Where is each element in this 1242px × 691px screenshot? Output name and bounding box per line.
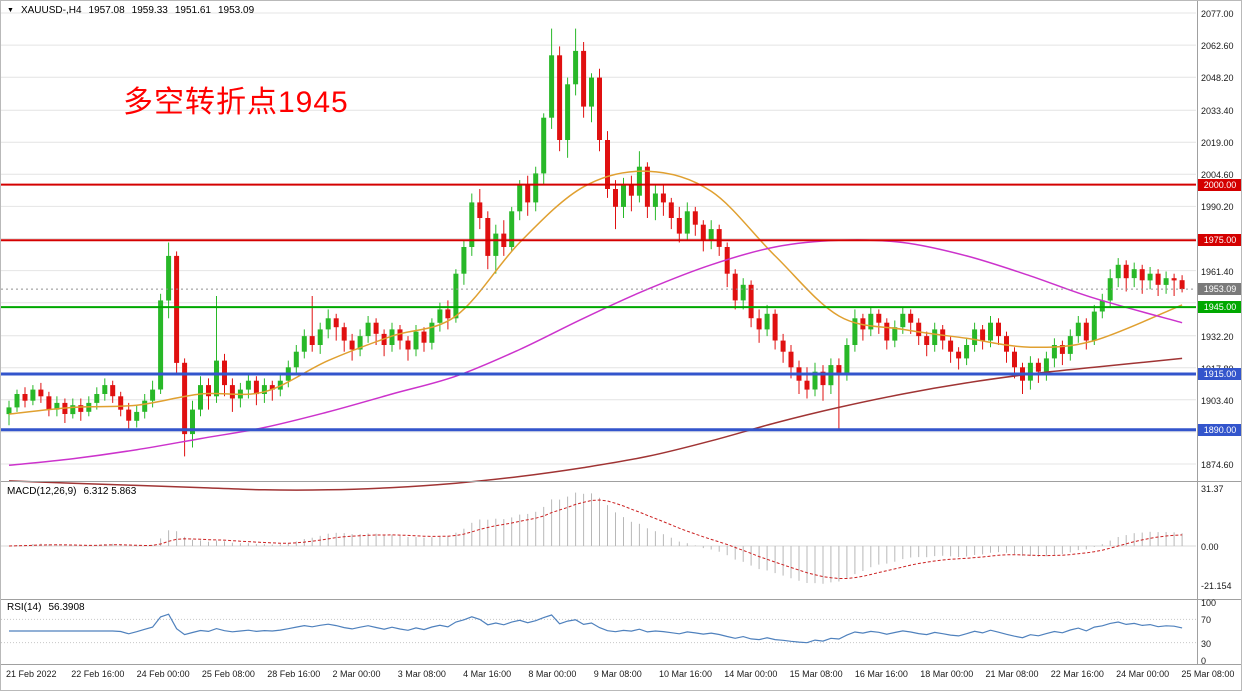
horizontal-levels-layer: [1, 183, 1196, 432]
price-gridlines: [1, 12, 1196, 465]
ma-fast-orange: [8, 170, 1183, 415]
rsi-layer: [1, 613, 1196, 644]
chart-menu-arrow-icon[interactable]: ▼: [7, 7, 14, 14]
candles-layer: [6, 28, 1185, 457]
moving-averages-layer: [8, 170, 1183, 491]
ma-mid-magenta: [8, 239, 1183, 467]
ma-slow-darkred: [8, 357, 1183, 491]
panel-separators: [1, 1, 1241, 665]
macd-layer: [1, 492, 1196, 584]
